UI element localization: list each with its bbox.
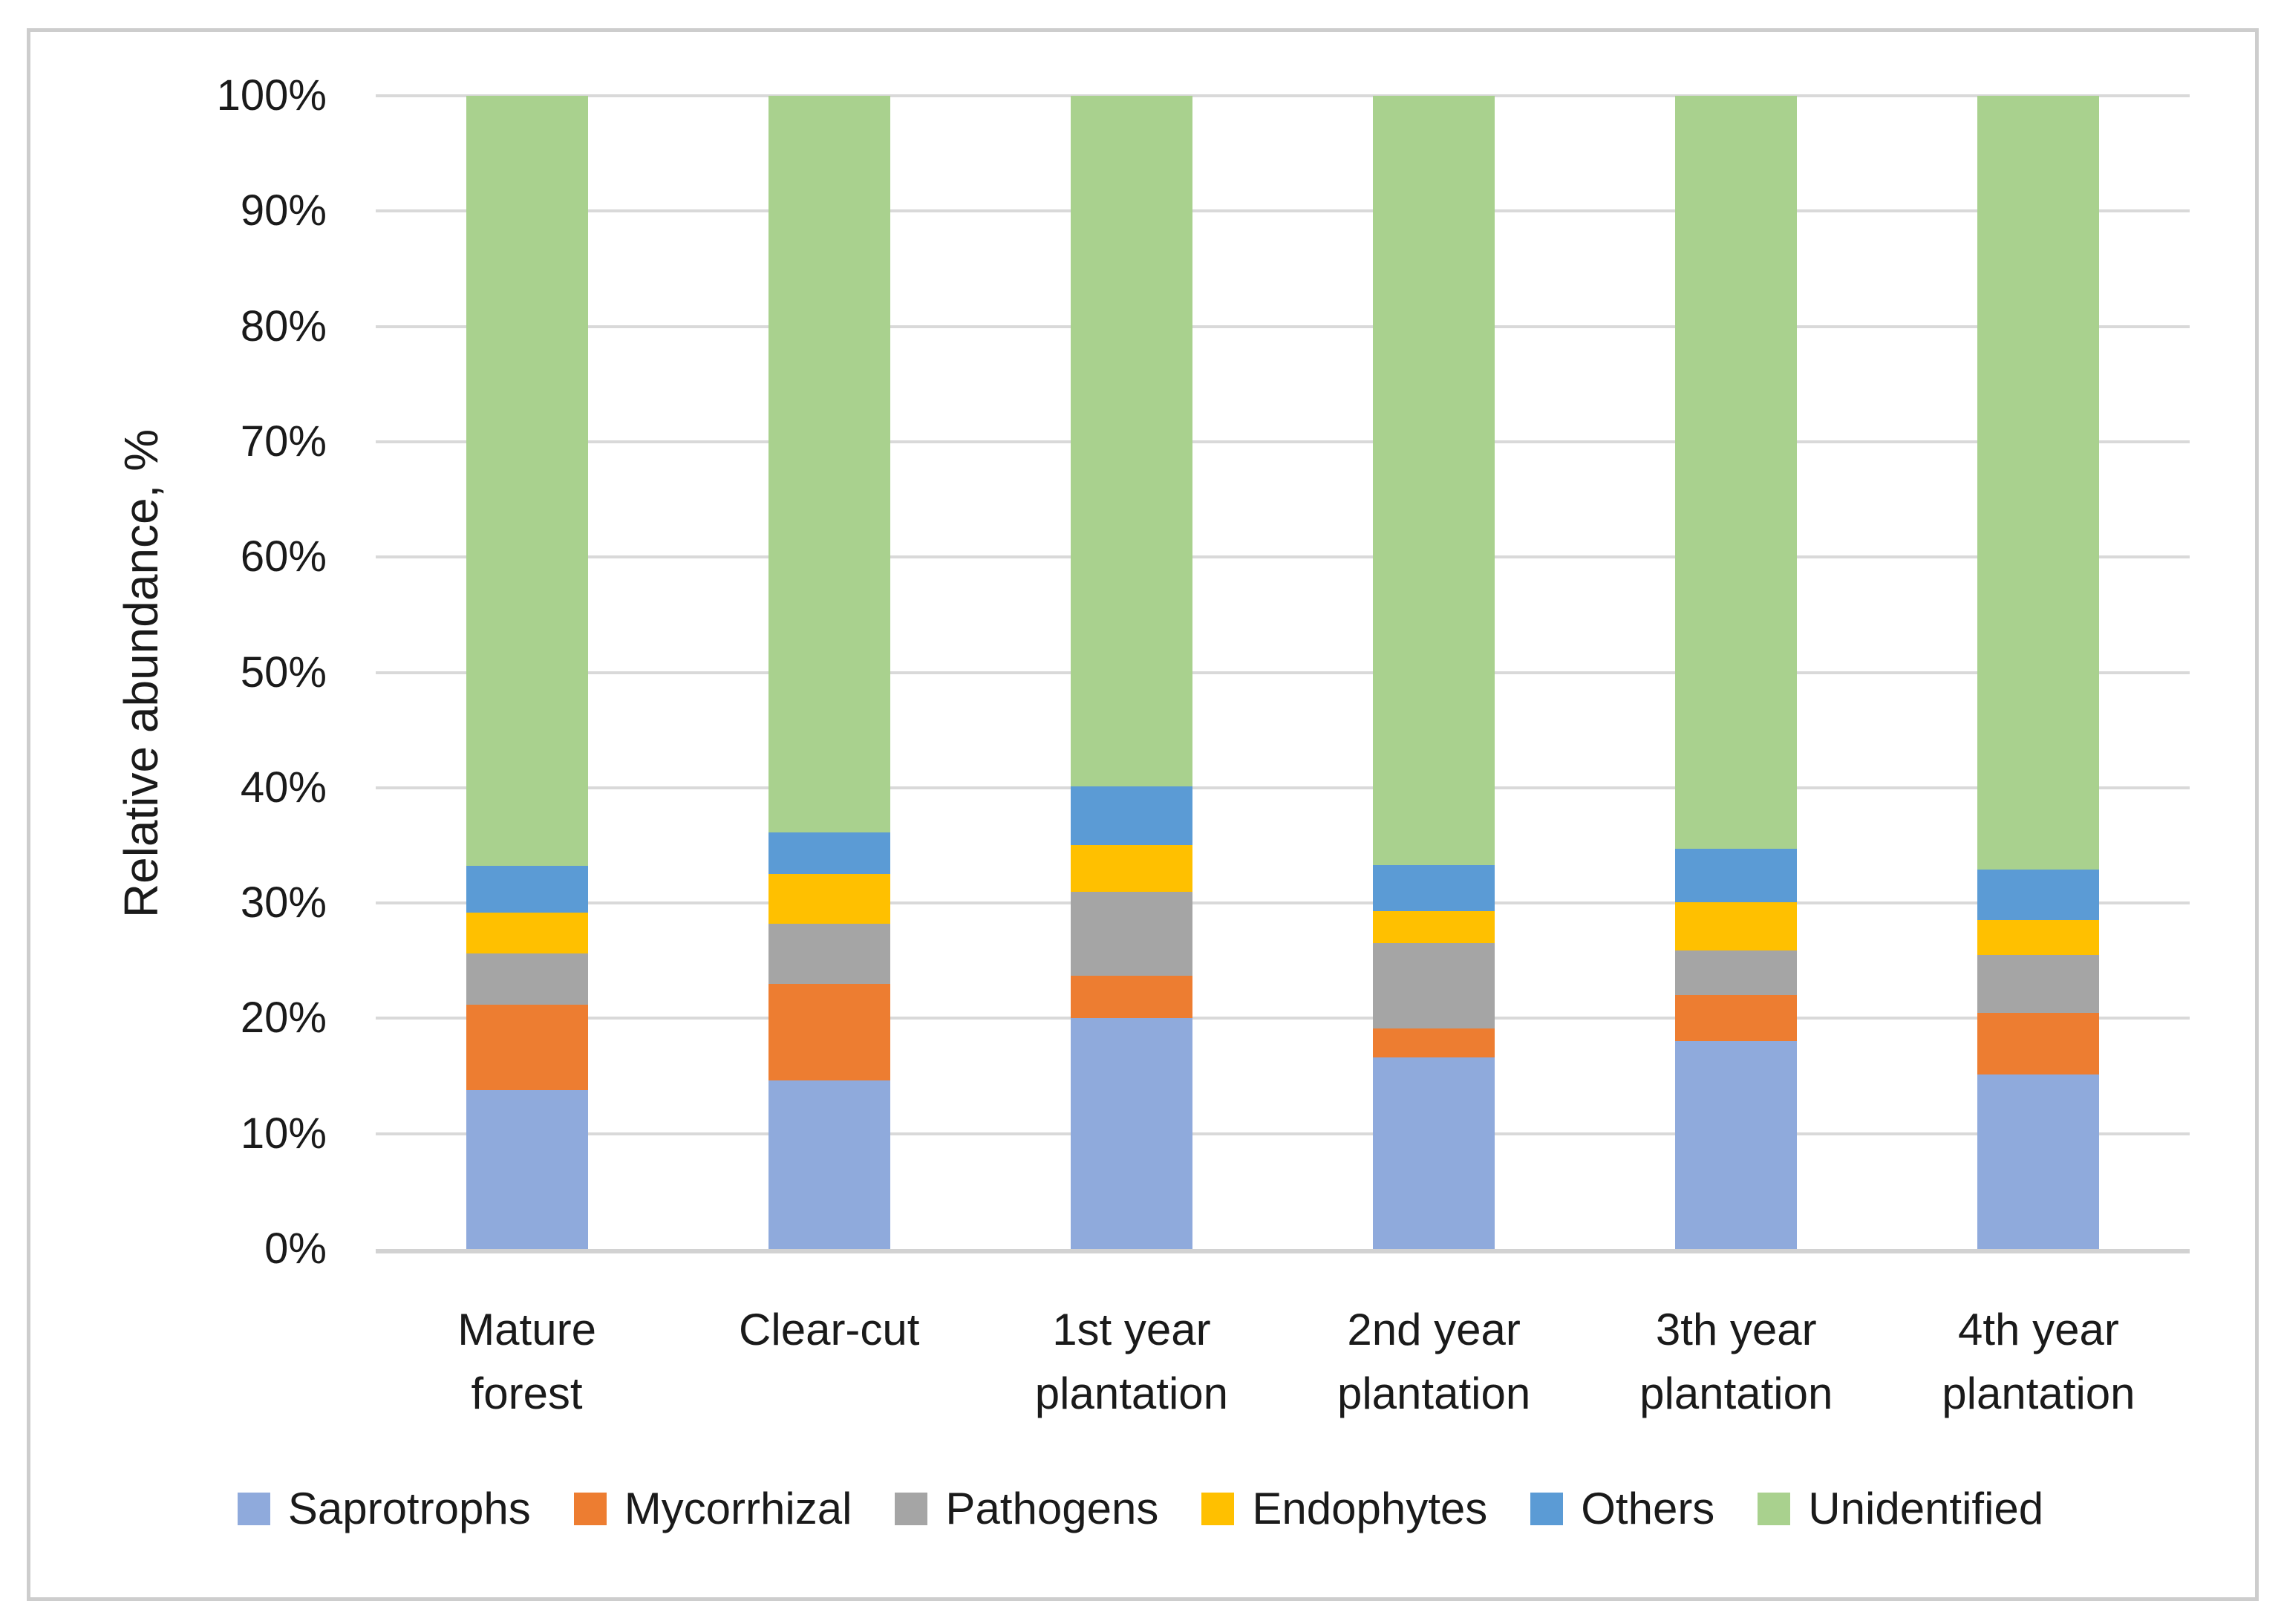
bar-segment-saprotrophs <box>1070 1018 1192 1249</box>
bar-segment-saprotrophs <box>1373 1057 1495 1249</box>
y-tick-label: 30% <box>240 878 327 927</box>
bar-segment-pathogens <box>1070 891 1192 976</box>
legend-label: Saprotrophs <box>287 1484 531 1533</box>
bar-segment-mycorrhizal <box>768 983 890 1081</box>
y-axis-title: Relative abundance, % <box>114 428 168 919</box>
legend-swatch <box>1201 1493 1235 1525</box>
legend-item-mycorrhizal: Mycorrhizal <box>573 1484 852 1533</box>
legend-swatch <box>1530 1493 1564 1525</box>
legend-item-pathogens: Pathogens <box>895 1485 1158 1533</box>
gridline <box>376 325 2190 328</box>
gridline <box>376 94 2190 97</box>
bar-segment-others <box>768 832 890 875</box>
x-category-label: 4th year plantation <box>1942 1305 2135 1418</box>
bar-segment-unidentified <box>1373 96 1495 865</box>
legend-item-others: Others <box>1530 1485 1714 1533</box>
bar-segment-unidentified <box>768 96 890 833</box>
bar-segment-endophytes <box>466 912 588 954</box>
y-tick-label: 60% <box>240 532 327 581</box>
bar-segment-mycorrhizal <box>1977 1012 2100 1075</box>
y-tick-label: 70% <box>240 417 327 466</box>
bar-segment-others <box>466 866 588 913</box>
gridline <box>376 440 2190 443</box>
bar-segment-pathogens <box>768 924 890 984</box>
gridline <box>376 209 2190 213</box>
bar-segment-unidentified <box>1070 96 1192 787</box>
legend-swatch <box>895 1493 928 1525</box>
legend-label: Endophytes <box>1252 1484 1488 1533</box>
y-tick-label: 0% <box>264 1224 327 1273</box>
legend-item-endophytes: Endophytes <box>1201 1485 1487 1533</box>
gridline <box>376 1017 2190 1020</box>
bar-segment-pathogens <box>1675 950 1798 996</box>
x-axis-line <box>376 1249 2190 1253</box>
legend-item-unidentified: Unidentified <box>1758 1485 2043 1533</box>
bar-segment-mycorrhizal <box>1675 995 1798 1042</box>
gridline <box>376 901 2190 905</box>
bar-segment-mycorrhizal <box>466 1004 588 1090</box>
bar-segment-others <box>1675 849 1798 902</box>
bar-segment-saprotrophs <box>1675 1041 1798 1249</box>
bar-segment-saprotrophs <box>768 1080 890 1249</box>
legend-swatch <box>237 1493 270 1525</box>
x-category-label: 2nd year plantation <box>1337 1305 1531 1418</box>
bar-segment-mycorrhizal <box>1070 975 1192 1019</box>
x-category-label: Mature forest <box>457 1305 596 1418</box>
x-category-label: Clear-cut <box>739 1305 920 1354</box>
gridline <box>376 1132 2190 1135</box>
bar-segment-endophytes <box>768 874 890 924</box>
bar-segment-others <box>1070 786 1192 846</box>
bar-segment-endophytes <box>1070 845 1192 892</box>
legend-item-saprotrophs: Saprotrophs <box>237 1484 531 1533</box>
x-category-label: 3th year plantation <box>1639 1305 1833 1418</box>
gridline <box>376 786 2190 789</box>
y-tick-label: 20% <box>240 994 327 1043</box>
legend-swatch <box>573 1493 607 1525</box>
legend: Saprotrophs Mycorrhizal Pathogens Endophyte… <box>30 1485 2251 1533</box>
legend-label: Others <box>1581 1484 1715 1533</box>
y-tick-label: 10% <box>240 1109 327 1158</box>
y-tick-label: 50% <box>240 648 327 697</box>
legend-label: Mycorrhizal <box>624 1484 852 1533</box>
x-category-label: 1st year plantation <box>1034 1305 1229 1418</box>
legend-swatch <box>1758 1493 1791 1525</box>
bar-segment-saprotrophs <box>1977 1074 2100 1249</box>
bar-segment-pathogens <box>1977 954 2100 1013</box>
bar-segment-unidentified <box>1977 96 2100 870</box>
bar-segment-unidentified <box>1675 96 1798 849</box>
bar-segment-endophytes <box>1675 901 1798 950</box>
figure-border <box>27 28 2259 1601</box>
bar-segment-pathogens <box>1373 943 1495 1029</box>
gridline <box>376 555 2190 559</box>
bar-segment-others <box>1373 864 1495 911</box>
y-tick-label: 90% <box>240 186 327 235</box>
y-tick-label: 100% <box>216 71 327 120</box>
bar-segment-endophytes <box>1977 920 2100 955</box>
legend-label: Pathogens <box>945 1484 1159 1533</box>
bar-segment-endophytes <box>1373 910 1495 944</box>
legend-label: Unidentified <box>1808 1484 2044 1533</box>
gridline <box>376 671 2190 674</box>
y-tick-label: 80% <box>240 301 327 350</box>
bar-segment-unidentified <box>466 96 588 867</box>
y-tick-label: 40% <box>240 763 327 812</box>
bar-segment-others <box>1977 870 2100 921</box>
bar-segment-pathogens <box>466 953 588 1005</box>
bar-segment-saprotrophs <box>466 1089 588 1249</box>
bar-segment-mycorrhizal <box>1373 1028 1495 1058</box>
